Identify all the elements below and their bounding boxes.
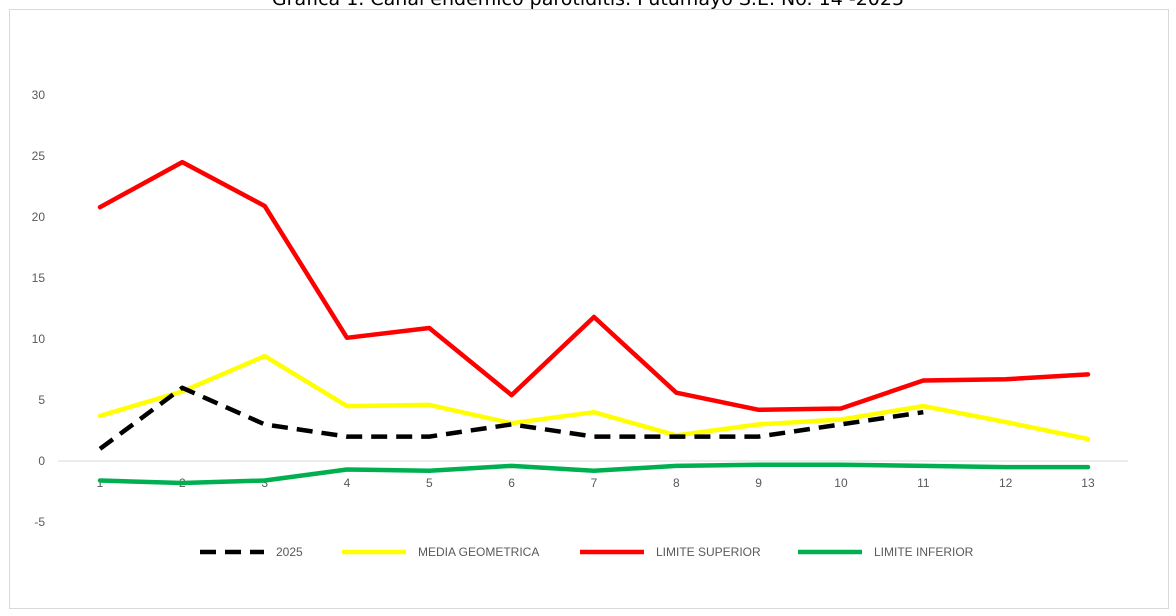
y-tick-label: -5	[34, 515, 45, 529]
y-tick-label: 10	[32, 332, 46, 346]
y-tick-label: 15	[32, 271, 46, 285]
series-line-media-geometrica	[97, 353, 1091, 442]
x-tick-label: 13	[1081, 476, 1095, 490]
x-tick-label: 11	[917, 476, 930, 490]
y-tick-label: 20	[32, 210, 46, 224]
x-tick-label: 7	[591, 476, 598, 490]
chart-title: Gráfica 1. Canal endémico parotiditis. P…	[0, 0, 1176, 10]
y-tick-label: 5	[38, 393, 45, 407]
x-tick-label: 9	[755, 476, 762, 490]
x-tick-label: 3	[261, 476, 268, 490]
y-tick-label: 0	[38, 454, 45, 468]
legend-label: MEDIA GEOMETRICA	[418, 545, 539, 559]
legend-label: LIMITE SUPERIOR	[656, 545, 761, 559]
x-tick-label: 5	[426, 476, 433, 490]
x-tick-label: 10	[834, 476, 848, 490]
y-tick-label: 30	[32, 88, 46, 102]
x-tick-label: 4	[344, 476, 351, 490]
x-tick-label: 8	[673, 476, 680, 490]
x-tick-label: 1	[97, 476, 104, 490]
series-line-2025	[98, 385, 924, 451]
legend-label: LIMITE INFERIOR	[874, 545, 974, 559]
legend-label: 2025	[276, 545, 303, 559]
x-tick-label: 6	[508, 476, 515, 490]
series-line-limite-superior	[97, 159, 1091, 413]
x-tick-label: 12	[999, 476, 1013, 490]
chart-area	[9, 9, 1169, 609]
series-line-limite-inferior	[97, 462, 1091, 486]
y-tick-label: 25	[32, 149, 46, 163]
